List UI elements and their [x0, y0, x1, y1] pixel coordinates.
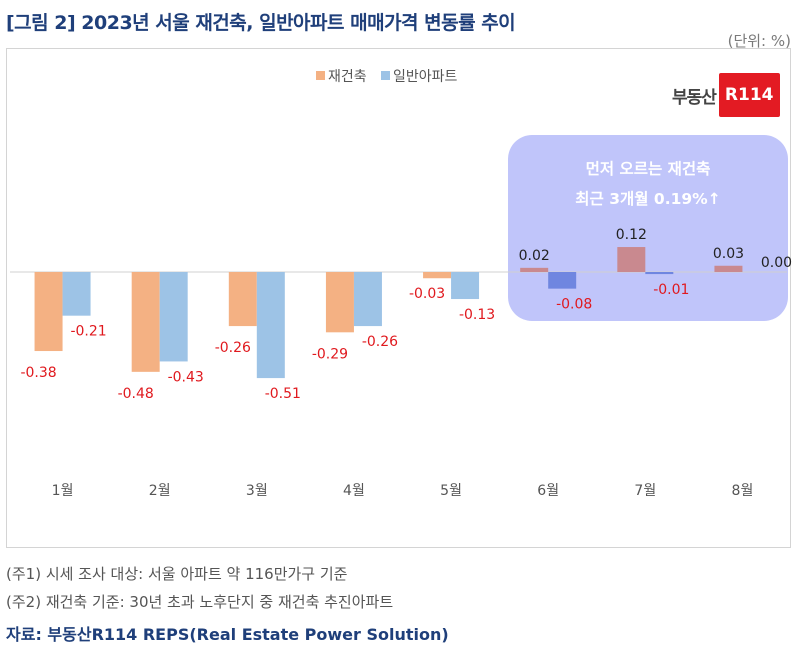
data-label-rebuild-2: -0.48	[118, 386, 154, 402]
footnote-2: (주2) 재건축 기준: 30년 초과 노후단지 중 재건축 추진아파트	[6, 593, 394, 611]
bar-apartment-1	[62, 272, 91, 316]
bar-apartment-3	[256, 272, 285, 379]
category-label-8: 8월	[732, 483, 754, 499]
category-label-3: 3월	[246, 483, 268, 499]
logo: 부동산 R114	[672, 73, 780, 117]
unit-label: (단위: %)	[727, 32, 791, 50]
bar-apartment-7	[645, 272, 674, 275]
bar-rebuild-2	[131, 272, 160, 372]
data-label-rebuild-1: -0.38	[20, 365, 56, 381]
chart-frame	[6, 48, 791, 548]
category-label-5: 5월	[440, 483, 462, 499]
bar-apartment-2	[159, 272, 188, 362]
data-label-rebuild-3: -0.26	[215, 340, 251, 356]
category-label-2: 2월	[149, 483, 171, 499]
bar-rebuild-6	[520, 267, 549, 272]
bar-rebuild-3	[228, 272, 257, 327]
bar-rebuild-7	[617, 247, 646, 272]
data-label-apartment-8: 0.00	[761, 255, 792, 271]
data-label-apartment-6: -0.08	[556, 297, 592, 313]
data-label-rebuild-7: 0.12	[616, 227, 647, 243]
data-label-apartment-5: -0.13	[459, 307, 495, 323]
legend-swatch-apartment	[381, 71, 390, 80]
bar-rebuild-8	[714, 265, 743, 272]
highlight-callout: 먼저 오르는 재건축 최근 3개월 0.19%↑	[508, 135, 788, 321]
bar-apartment-5	[451, 272, 480, 300]
category-label-6: 6월	[537, 483, 559, 499]
data-label-rebuild-8: 0.03	[713, 246, 744, 262]
bar-rebuild-1	[34, 272, 63, 352]
data-label-apartment-1: -0.21	[70, 324, 106, 340]
data-label-rebuild-5: -0.03	[409, 286, 445, 302]
bar-chart: -0.38 -0.21 1월 -0.48 -0.43 2월 -0.26 -0.51 3월 -0.2…	[10, 69, 792, 499]
category-label-4: 4월	[343, 483, 365, 499]
callout-line-1: 먼저 오르는 재건축	[585, 160, 711, 178]
bar-apartment-4	[353, 272, 382, 327]
data-label-rebuild-4: -0.29	[312, 346, 348, 362]
chart-title: [그림 2] 2023년 서울 재건축, 일반아파트 매매가격 변동률 추이	[6, 12, 516, 34]
category-label-1: 1월	[52, 483, 74, 499]
legend-swatch-rebuild	[316, 71, 325, 80]
logo-text: 부동산	[672, 87, 717, 108]
callout-line-2: 최근 3개월 0.19%↑	[575, 190, 721, 208]
bar-rebuild-5	[423, 272, 452, 279]
data-label-apartment-3: -0.51	[265, 386, 301, 402]
category-label-7: 7월	[634, 483, 656, 499]
logo-badge: R114	[718, 73, 780, 117]
legend-label-rebuild: 재건축	[328, 69, 367, 85]
bar-apartment-6	[548, 272, 577, 289]
footnote-1: (주1) 시세 조사 대상: 서울 아파트 약 116만가구 기준	[6, 565, 348, 583]
data-label-rebuild-6: 0.02	[519, 248, 550, 264]
data-label-apartment-4: -0.26	[362, 334, 398, 350]
data-label-apartment-7: -0.01	[653, 282, 689, 298]
bar-rebuild-4	[325, 272, 354, 333]
source-text: 자료: 부동산R114 REPS(Real Estate Power Solut…	[6, 625, 449, 644]
data-label-apartment-2: -0.43	[168, 369, 204, 385]
legend-label-apartment: 일반아파트	[393, 69, 458, 85]
